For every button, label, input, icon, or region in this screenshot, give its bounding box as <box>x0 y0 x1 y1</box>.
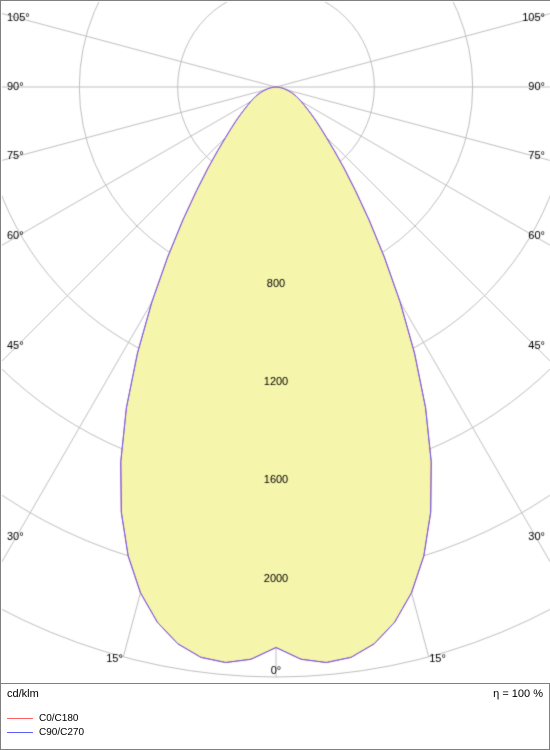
legend-swatch <box>7 718 33 719</box>
legend-item: C90/C270 <box>7 725 84 739</box>
legend-item: C0/C180 <box>7 711 84 725</box>
footer-right-label: η = 100 % <box>493 688 543 700</box>
legend-swatch <box>7 732 33 733</box>
legend: C0/C180 C90/C270 <box>7 711 84 739</box>
legend-label: C90/C270 <box>39 727 84 738</box>
legend-label: C0/C180 <box>39 713 78 724</box>
footer-bar: cd/klm η = 100 % <box>1 683 549 706</box>
polar-chart-canvas <box>1 1 550 683</box>
polar-chart-container: cd/klm η = 100 % C0/C180 C90/C270 <box>0 0 550 750</box>
footer-left-label: cd/klm <box>7 688 39 700</box>
